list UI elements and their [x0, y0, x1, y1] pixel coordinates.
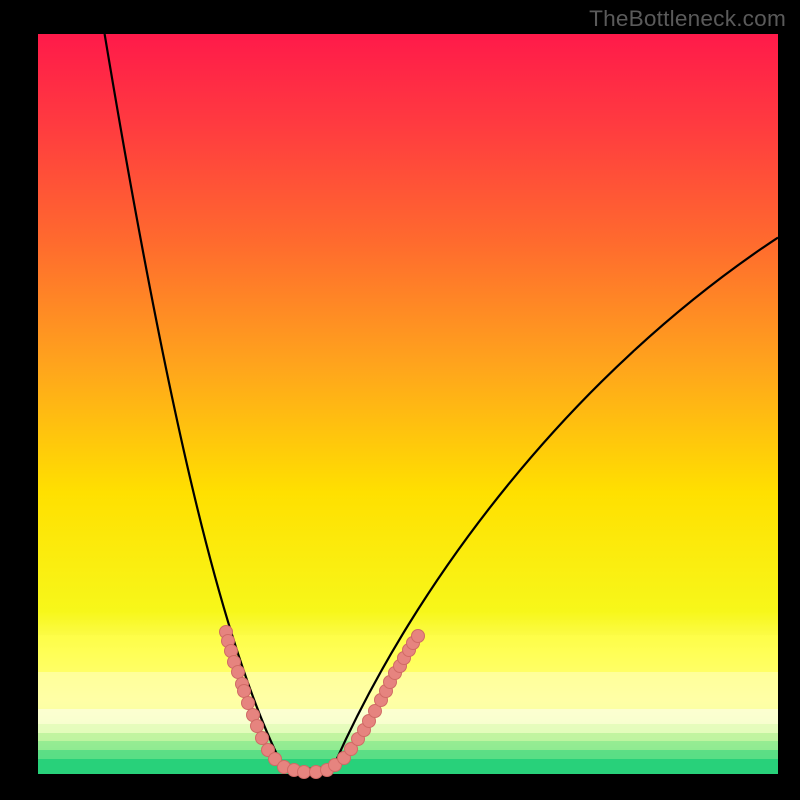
curve-path — [105, 34, 778, 769]
watermark-text: TheBottleneck.com — [589, 6, 786, 32]
chart-plot-area — [38, 34, 778, 774]
chart-curve — [38, 34, 778, 774]
